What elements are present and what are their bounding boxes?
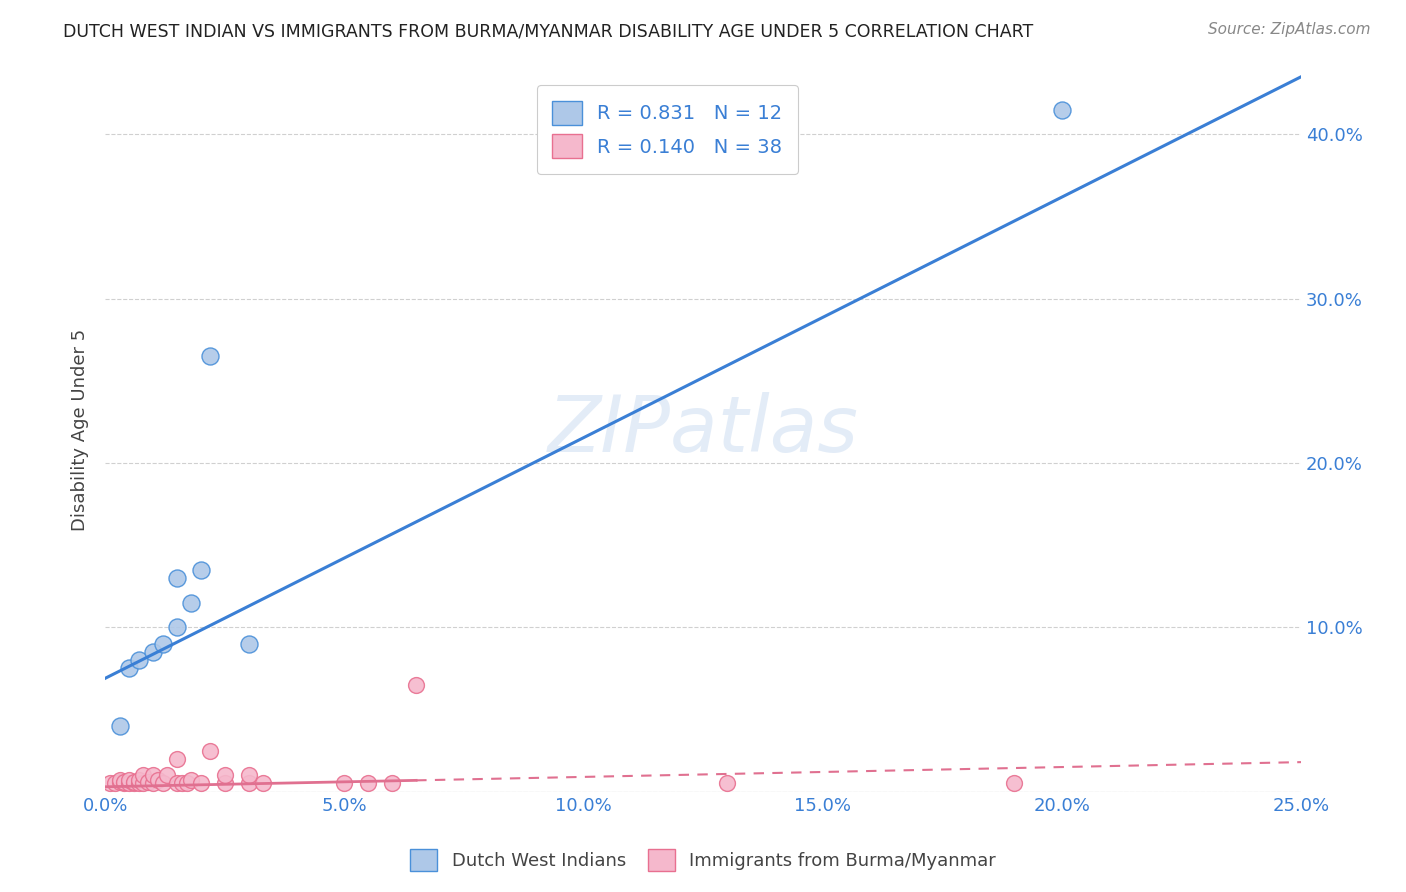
Point	[98, 776, 121, 790]
Point	[128, 653, 150, 667]
Point	[142, 645, 165, 659]
Point	[108, 774, 131, 789]
Point	[152, 637, 174, 651]
Point	[166, 620, 188, 634]
Point	[136, 774, 159, 789]
Point	[1002, 776, 1025, 790]
Point	[238, 776, 260, 790]
Point	[716, 776, 738, 790]
Point	[156, 768, 179, 782]
Point	[166, 776, 188, 790]
Point	[146, 773, 169, 788]
Point	[180, 773, 202, 788]
Point	[128, 776, 150, 790]
Text: DUTCH WEST INDIAN VS IMMIGRANTS FROM BURMA/MYANMAR DISABILITY AGE UNDER 5 CORREL: DUTCH WEST INDIAN VS IMMIGRANTS FROM BUR…	[63, 22, 1033, 40]
Point	[104, 776, 127, 790]
Point	[112, 776, 135, 790]
Point	[132, 776, 155, 790]
Point	[214, 776, 236, 790]
Point	[238, 768, 260, 782]
Legend: R = 0.831   N = 12, R = 0.140   N = 38: R = 0.831 N = 12, R = 0.140 N = 38	[537, 86, 797, 174]
Point	[357, 776, 380, 790]
Y-axis label: Disability Age Under 5: Disability Age Under 5	[72, 329, 89, 532]
Point	[252, 776, 274, 790]
Point	[108, 719, 131, 733]
Point	[112, 774, 135, 789]
Point	[118, 773, 141, 788]
Legend: Dutch West Indians, Immigrants from Burma/Myanmar: Dutch West Indians, Immigrants from Burm…	[404, 842, 1002, 879]
Point	[190, 776, 212, 790]
Point	[142, 768, 165, 782]
Point	[238, 637, 260, 651]
Point	[381, 776, 404, 790]
Point	[122, 774, 145, 789]
Point	[200, 349, 222, 363]
Point	[333, 776, 356, 790]
Point	[176, 776, 198, 790]
Point	[180, 596, 202, 610]
Point	[152, 776, 174, 790]
Text: ZIPatlas: ZIPatlas	[548, 392, 859, 468]
Point	[190, 563, 212, 577]
Point	[118, 661, 141, 675]
Point	[170, 776, 193, 790]
Point	[128, 773, 150, 788]
Point	[200, 743, 222, 757]
Point	[166, 571, 188, 585]
Point	[142, 776, 165, 790]
Point	[214, 768, 236, 782]
Point	[132, 768, 155, 782]
Point	[1050, 103, 1073, 117]
Text: Source: ZipAtlas.com: Source: ZipAtlas.com	[1208, 22, 1371, 37]
Point	[108, 773, 131, 788]
Point	[122, 776, 145, 790]
Point	[405, 678, 427, 692]
Point	[118, 776, 141, 790]
Point	[166, 752, 188, 766]
